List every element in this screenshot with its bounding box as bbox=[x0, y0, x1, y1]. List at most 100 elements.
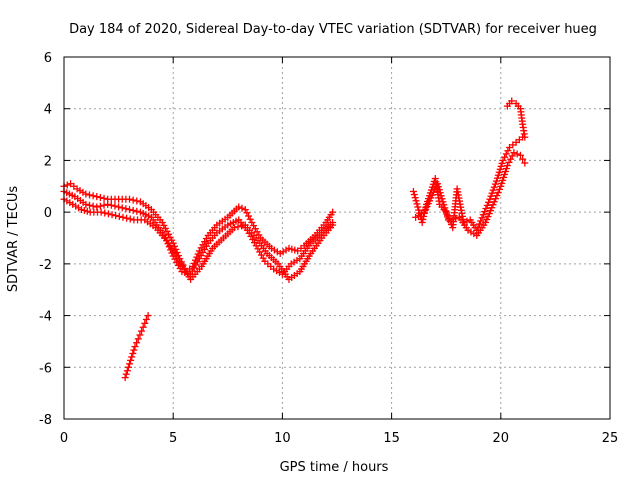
data-point bbox=[195, 247, 203, 255]
data-point bbox=[516, 151, 524, 159]
data-point bbox=[123, 367, 131, 375]
data-point bbox=[452, 214, 460, 222]
x-tick-label: 25 bbox=[602, 431, 619, 446]
data-point bbox=[130, 346, 138, 354]
data-point bbox=[104, 200, 112, 208]
data-point bbox=[409, 187, 417, 195]
data-point bbox=[521, 159, 529, 167]
data-point bbox=[96, 202, 104, 210]
series-track-a bbox=[60, 180, 337, 276]
data-point bbox=[126, 206, 134, 214]
data-point bbox=[202, 242, 210, 250]
data-point bbox=[477, 217, 485, 225]
data-point bbox=[133, 339, 141, 347]
data-point bbox=[128, 353, 136, 361]
data-point bbox=[475, 220, 483, 228]
data-point bbox=[89, 192, 97, 200]
data-point bbox=[435, 186, 443, 194]
data-point bbox=[139, 323, 147, 331]
data-point bbox=[126, 195, 134, 203]
data-point bbox=[122, 205, 130, 213]
x-tick-label: 5 bbox=[169, 431, 177, 446]
data-point bbox=[505, 158, 513, 166]
data-point bbox=[115, 203, 123, 211]
data-point bbox=[93, 203, 101, 211]
data-point bbox=[507, 155, 515, 163]
data-point bbox=[129, 196, 137, 204]
data-point bbox=[419, 215, 427, 223]
data-point bbox=[441, 204, 449, 212]
data-point bbox=[112, 212, 120, 220]
series-track-b bbox=[60, 195, 337, 278]
data-point bbox=[487, 192, 495, 200]
data-point bbox=[411, 194, 419, 202]
data-point bbox=[256, 248, 264, 256]
data-point bbox=[121, 374, 129, 382]
data-point bbox=[107, 201, 115, 209]
data-point bbox=[413, 200, 421, 208]
data-point bbox=[122, 370, 130, 378]
data-point bbox=[249, 236, 257, 244]
series-track-g bbox=[503, 97, 529, 141]
data-point bbox=[246, 215, 254, 223]
data-point bbox=[133, 207, 141, 215]
data-point bbox=[230, 224, 238, 232]
data-point bbox=[412, 197, 420, 205]
data-point bbox=[434, 183, 442, 191]
data-point bbox=[479, 211, 487, 219]
data-point bbox=[201, 238, 209, 246]
data-point bbox=[440, 201, 448, 209]
grid-lines bbox=[64, 57, 610, 419]
data-point bbox=[478, 214, 486, 222]
data-point bbox=[463, 217, 471, 225]
data-point bbox=[490, 198, 498, 206]
data-point bbox=[104, 210, 112, 218]
data-point bbox=[513, 150, 521, 158]
data-point bbox=[131, 343, 139, 351]
data-point bbox=[243, 209, 251, 217]
data-point bbox=[108, 211, 116, 219]
data-point bbox=[250, 222, 258, 230]
data-point bbox=[494, 188, 502, 196]
data-point bbox=[493, 192, 501, 200]
data-point bbox=[241, 206, 249, 214]
data-point bbox=[85, 201, 93, 209]
data-point bbox=[499, 156, 507, 164]
data-point bbox=[89, 202, 97, 210]
x-axis-label: GPS time / hours bbox=[280, 460, 389, 475]
data-point bbox=[96, 193, 104, 201]
series-track-d bbox=[121, 312, 152, 382]
data-point bbox=[134, 335, 142, 343]
data-point bbox=[194, 250, 202, 258]
data-point bbox=[238, 204, 246, 212]
data-point bbox=[115, 212, 123, 220]
axis-ticks bbox=[63, 56, 611, 420]
series-track-e bbox=[409, 133, 527, 234]
data-point bbox=[251, 225, 259, 233]
data-point bbox=[329, 208, 337, 216]
series-track-f bbox=[412, 149, 529, 239]
data-point bbox=[124, 363, 132, 371]
y-tick-labels: -8 -6 -4 -2 0 2 4 6 bbox=[39, 51, 52, 428]
data-points bbox=[60, 97, 529, 382]
data-point bbox=[238, 222, 246, 230]
x-tick-label: 10 bbox=[274, 431, 291, 446]
data-point bbox=[519, 155, 527, 163]
data-point bbox=[197, 244, 205, 252]
data-point bbox=[144, 312, 152, 320]
data-point bbox=[443, 213, 451, 221]
data-point bbox=[481, 208, 489, 216]
data-point bbox=[495, 185, 503, 193]
data-point bbox=[488, 189, 496, 197]
data-point bbox=[444, 216, 452, 224]
data-point bbox=[418, 218, 426, 226]
data-point bbox=[483, 201, 491, 209]
data-point bbox=[245, 212, 253, 220]
data-point bbox=[201, 245, 209, 253]
y-tick-label: -4 bbox=[39, 310, 52, 325]
data-point bbox=[82, 190, 90, 198]
data-point bbox=[414, 203, 422, 211]
x-tick-labels: 0 5 10 15 20 25 bbox=[60, 431, 618, 446]
plot-frame bbox=[63, 56, 611, 420]
data-point bbox=[442, 207, 450, 215]
